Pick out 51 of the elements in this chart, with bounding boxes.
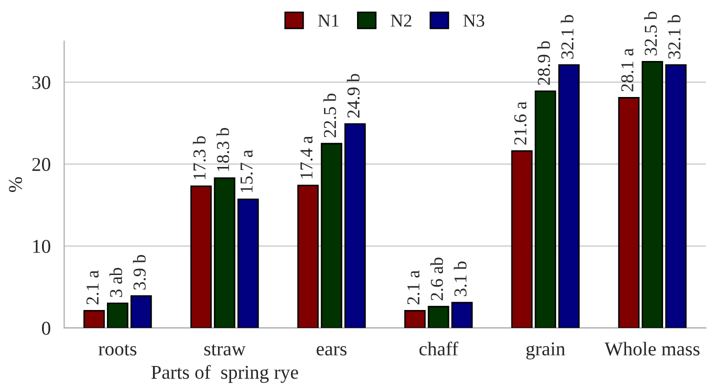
data-label: 3 ab [109,268,122,297]
x-axis-title: Parts of spring rye [151,365,298,383]
bar [642,61,664,328]
bar [106,302,128,328]
data-label: 17.3 b [192,136,206,180]
bar [451,302,473,328]
data-label: 2.6 ab [430,258,444,300]
legend-label: N2 [390,14,412,27]
bar [297,184,319,328]
data-label: 28.9 b [537,41,550,85]
bar [665,64,687,328]
legend-label: N1 [318,14,339,27]
bar [344,123,366,328]
data-label: 17.4 a [300,136,313,178]
bar [511,150,533,328]
x-tick-label: roots [98,344,136,356]
data-label: 2.1 a [86,270,99,304]
bar [190,186,212,328]
y-tick-label: 0 [42,322,50,335]
data-label: 15.7 a [240,150,253,192]
data-label: 21.6 a [514,102,527,145]
x-tick-label: straw [204,344,246,356]
data-label: 3.9 b [132,255,146,290]
bar [558,64,580,328]
data-label: 3.1 b [454,262,467,296]
data-label: 24.9 b [346,74,360,118]
bar [534,90,556,328]
bar [618,97,640,328]
data-label: 32.1 b [560,14,574,59]
data-label: 22.5 b [323,94,336,138]
bar [237,198,259,328]
bar [404,310,426,328]
x-tick-label: Whole mass [604,342,700,356]
data-label: 28.1 a [621,48,634,92]
legend-label: N3 [463,14,484,27]
data-label: 32.5 b [644,12,657,56]
x-tick-label: ears [316,346,346,356]
x-tick-label: grain [526,342,566,360]
data-label: 2.1 a [407,270,420,304]
bar [83,310,105,328]
y-tick-label: 30 [32,76,50,90]
data-label: 32.1 b [668,14,681,59]
y-axis-title: % [8,177,22,192]
bar [214,177,236,328]
bar [428,306,450,328]
y-tick-label: 20 [32,158,50,172]
x-tick-label: chaff [419,342,458,356]
bar [320,142,342,328]
bar [130,295,152,328]
y-tick-label: 10 [33,240,50,253]
data-label: 18.3 b [216,128,230,171]
